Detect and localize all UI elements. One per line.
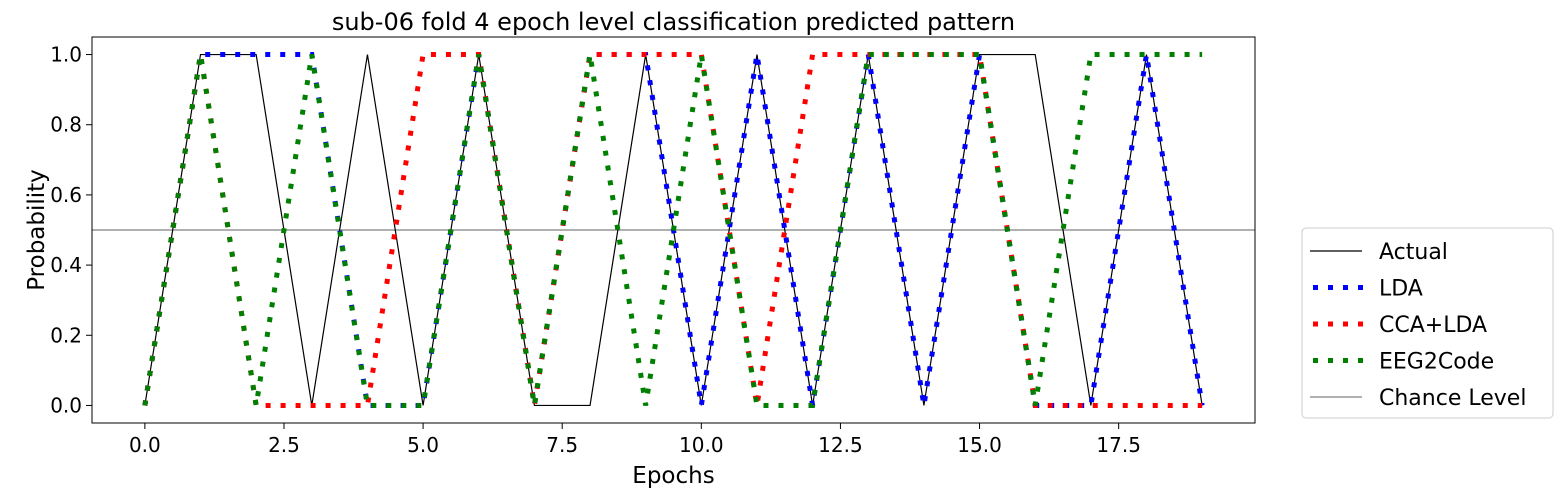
x-tick-label: 12.5 (818, 433, 863, 457)
legend-box (1301, 227, 1554, 419)
legend-label-cca-lda: CCA+LDA (1379, 313, 1487, 338)
x-axis: 0.0 2.5 5.0 7.5 10.0 12.5 15.0 17.5 (129, 423, 1141, 457)
y-tick-label: 0.4 (50, 253, 82, 277)
y-tick-label: 0.6 (50, 183, 82, 207)
legend-label-eeg2code: EEG2Code (1379, 350, 1494, 375)
x-tick-label: 0.0 (129, 433, 161, 457)
legend-label-chance-level: Chance Level (1379, 386, 1526, 411)
x-tick-label: 15.0 (957, 433, 1002, 457)
legend-label-lda: LDA (1379, 277, 1423, 302)
y-tick-label: 1.0 (50, 43, 82, 67)
x-axis-title: Epochs (632, 463, 714, 489)
x-tick-label: 7.5 (546, 433, 578, 457)
y-axis: 0.0 0.2 0.4 0.6 0.8 1.0 (50, 43, 92, 417)
series-layer (92, 52, 1255, 408)
y-tick-label: 0.2 (50, 323, 82, 347)
y-tick-label: 0.0 (50, 393, 82, 417)
legend: Actual LDA CCA+LDA EEG2Code Chance Level (1301, 227, 1554, 419)
x-tick-label: 17.5 (1096, 433, 1141, 457)
chart-title: sub-06 fold 4 epoch level classification… (332, 8, 1015, 36)
y-tick-label: 0.8 (50, 113, 82, 137)
series-eeg2code (142, 52, 1203, 408)
y-axis-title: Probability (24, 169, 50, 291)
plot-frame (91, 36, 1256, 424)
x-tick-label: 10.0 (679, 433, 724, 457)
legend-label-actual: Actual (1379, 240, 1448, 265)
x-tick-label: 5.0 (407, 433, 439, 457)
x-tick-label: 2.5 (268, 433, 300, 457)
plot-area (91, 36, 1256, 424)
